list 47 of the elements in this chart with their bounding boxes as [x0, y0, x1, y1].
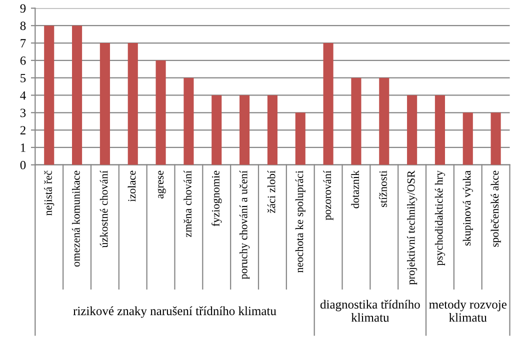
x-tick-label: izolace — [128, 170, 136, 202]
bar — [462, 112, 473, 165]
x-tick-label: úzkostné chování — [100, 170, 108, 248]
x-tick-label: projektivní techniky/OSR — [406, 170, 418, 285]
bar — [240, 95, 250, 165]
bar — [128, 43, 138, 165]
x-tick-label: psychodidaktické hry — [434, 170, 446, 266]
bar — [323, 43, 334, 165]
bar — [295, 112, 306, 165]
y-tick-label: 7 — [20, 39, 26, 48]
bar — [184, 78, 194, 165]
x-tick-label: fyziognomie — [212, 170, 222, 226]
x-tick-label: nejistá řeč — [44, 170, 54, 216]
x-tick-label: stížnosti — [379, 170, 387, 207]
y-tick-label: 0 — [20, 160, 26, 170]
y-tick-label: 3 — [20, 108, 26, 118]
text: diagnostika třídního klimatu — [320, 300, 420, 322]
y-tick-label: 9 — [20, 4, 26, 13]
x-tick-label: žáci zlobí — [267, 170, 276, 213]
bar — [407, 95, 418, 165]
bar — [434, 95, 445, 165]
bar — [212, 95, 222, 165]
y-tick-label: 8 — [20, 22, 26, 30]
x-tick-label: poruchy chování a učení — [239, 170, 250, 280]
text: rizikové znaky narušení třídního klimatu — [73, 306, 276, 318]
x-tick-label: neochota ke spolupráci — [295, 170, 306, 273]
x-tick-label: skupinová výuka — [462, 170, 473, 246]
bar — [490, 112, 501, 165]
x-tick-label: dotazník — [351, 170, 359, 208]
y-tick-label: 1 — [20, 144, 26, 152]
x-tick-label: změna chování — [184, 170, 192, 238]
x-tick-label: omezená komunikace — [72, 170, 80, 267]
bar — [156, 60, 166, 165]
text: metody rozvoje klimatu — [429, 300, 506, 322]
x-tick-label: společenské akce — [490, 170, 501, 247]
y-tick-label: 2 — [20, 126, 26, 134]
y-tick-label: 5 — [20, 74, 26, 82]
y-tick-label: 6 — [20, 56, 26, 65]
x-tick-label: pozorování — [323, 170, 334, 220]
x-tick-label: agrese — [158, 170, 166, 198]
y-tick-label: 4 — [20, 91, 26, 100]
bar — [379, 78, 390, 165]
bar — [44, 26, 54, 165]
bar — [351, 78, 362, 165]
bar — [100, 43, 110, 165]
bar — [72, 26, 82, 165]
bar — [267, 95, 278, 165]
